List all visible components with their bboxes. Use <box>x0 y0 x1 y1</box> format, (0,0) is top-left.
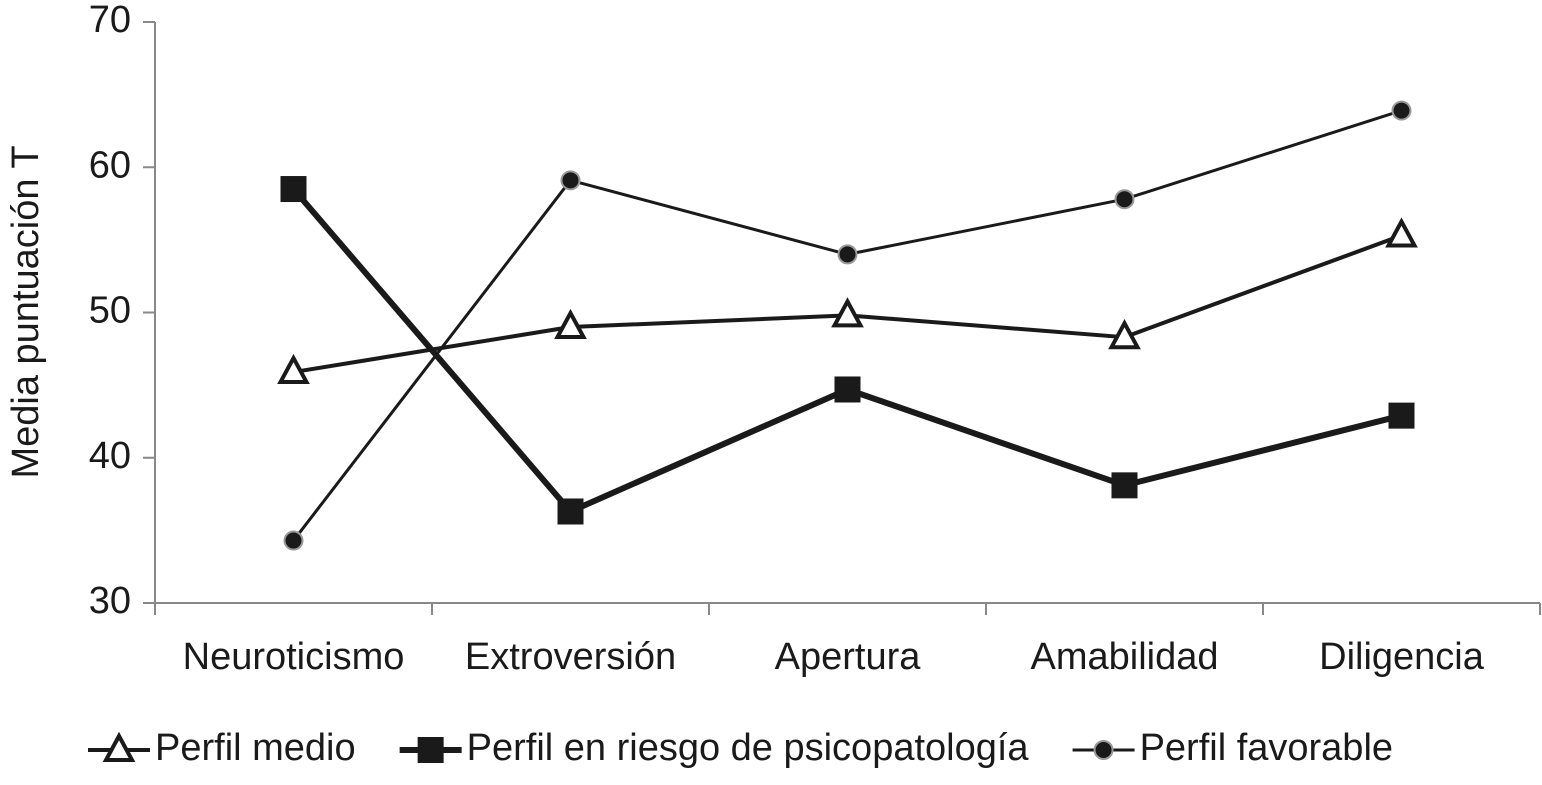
marker <box>557 498 584 525</box>
legend-label: Perfil favorable <box>1140 727 1393 769</box>
x-tick-label: Apertura <box>775 636 922 678</box>
y-tick-label: 70 <box>89 0 131 41</box>
marker <box>1108 318 1141 350</box>
marker <box>283 530 304 551</box>
y-tick-label: 60 <box>89 144 131 186</box>
marker <box>1388 402 1415 429</box>
series-line <box>291 187 1403 515</box>
y-tick-label: 30 <box>89 580 131 622</box>
marker <box>1385 217 1418 248</box>
y-tick-label: 50 <box>89 290 131 332</box>
marker <box>280 176 307 203</box>
marker <box>834 376 861 403</box>
y-tick-label: 40 <box>89 435 131 477</box>
legend-label: Perfil medio <box>155 727 356 769</box>
y-axis-label: Media puntuación T <box>5 145 47 478</box>
marker <box>1391 100 1412 121</box>
marker <box>102 731 136 762</box>
marker <box>417 737 444 763</box>
marker <box>277 353 310 385</box>
x-tick-label: Extroversión <box>465 636 676 678</box>
marker <box>554 308 587 340</box>
legend-label: Perfil en riesgo de psicopatología <box>467 727 1030 769</box>
marker <box>1114 189 1135 210</box>
marker <box>1093 740 1114 760</box>
x-tick-label: Amabilidad <box>1031 636 1219 678</box>
marker <box>1111 472 1138 499</box>
x-tick-label: Diligencia <box>1319 636 1485 678</box>
marker <box>837 244 858 265</box>
marker <box>831 297 864 328</box>
x-tick-label: Neuroticismo <box>183 636 405 678</box>
marker <box>560 170 581 191</box>
